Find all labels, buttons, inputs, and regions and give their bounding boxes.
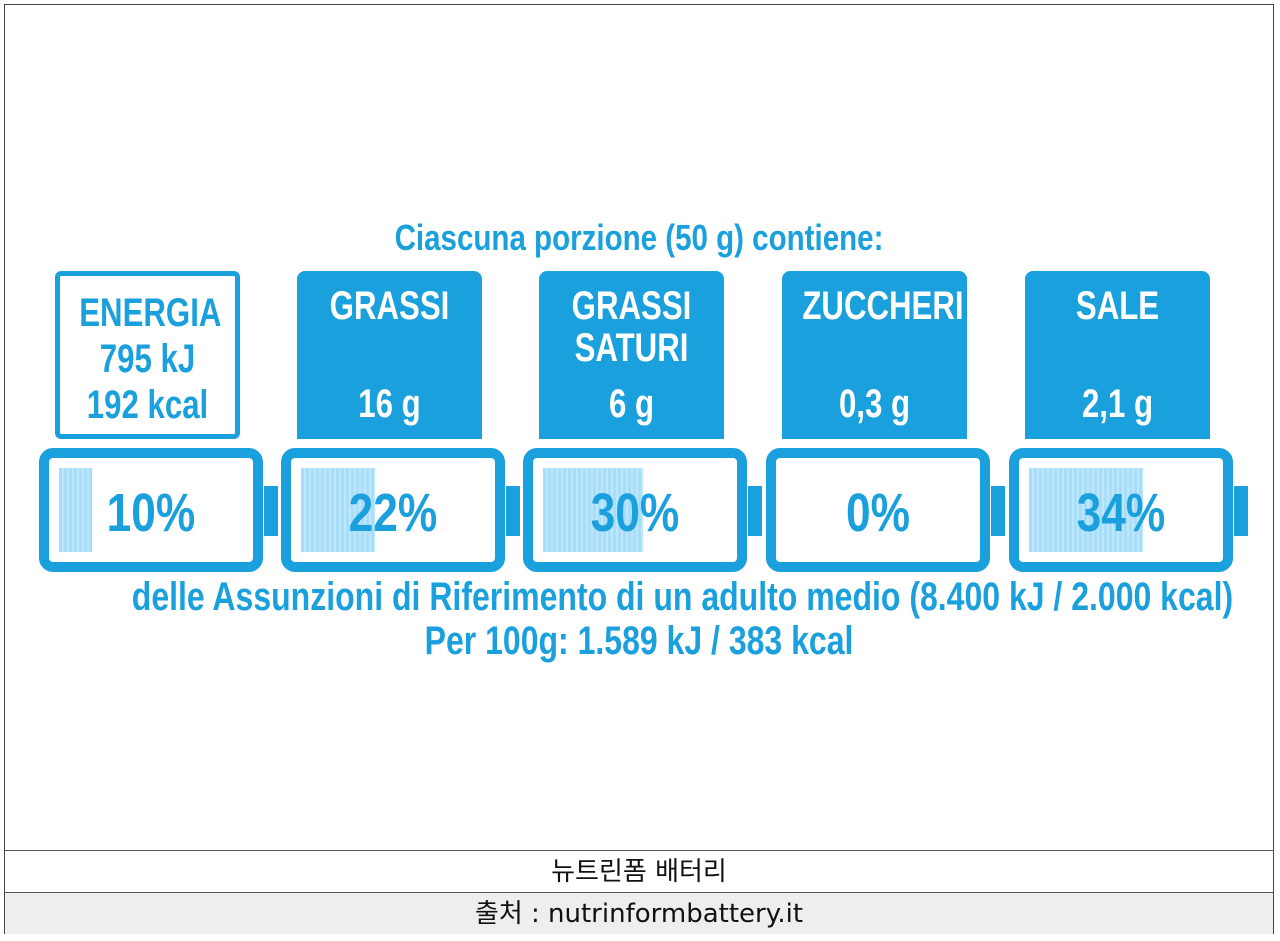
sugars-percent: 0% (845, 483, 910, 543)
nutrient-column-energy: ENERGIA 795 kJ 192 kcal 10% (5, 267, 278, 577)
serving-title: Ciascuna porzione (50 g) contiene: (394, 217, 884, 258)
sugars-amount: 0,3 g (838, 382, 911, 426)
fat-label-box: GRASSI 16 g (297, 271, 482, 439)
sugars-battery-tip (991, 486, 1005, 536)
salt-label-name: SALE (1075, 284, 1160, 328)
saturated-fat-percent: 30% (590, 483, 680, 543)
energy-percent: 10% (106, 483, 196, 543)
fat-percent: 22% (348, 483, 438, 543)
fat-label-name: GRASSI (329, 284, 450, 328)
salt-amount: 2,1 g (1081, 382, 1154, 426)
sugars-label-box: ZUCCHERI 0,3 g (782, 271, 967, 439)
salt-percent: 34% (1076, 483, 1166, 543)
nutrient-column-fat: GRASSI 16 g 22% (247, 267, 520, 577)
sugars-battery: 0% (766, 448, 990, 572)
nutrient-column-saturated-fat: GRASSI SATURI 6 g 30% (489, 267, 762, 577)
nutrinform-battery-figure: Ciascuna porzione (50 g) contiene: ENERG… (5, 5, 1273, 850)
caption-title: 뉴트린폼 배터리 (5, 850, 1273, 892)
sugars-label-name: ZUCCHERI (802, 284, 964, 328)
energy-battery: 10% (39, 448, 263, 572)
salt-battery: 34% (1009, 448, 1233, 572)
energy-label-text: ENERGIA 795 kJ 192 kcal (79, 291, 222, 427)
fat-amount: 16 g (358, 382, 421, 426)
per-100g-text: Per 100g: 1.589 kJ / 383 kcal (424, 619, 854, 663)
fat-battery-tip (506, 486, 520, 536)
energy-battery-fill (59, 468, 92, 552)
saturated-fat-label-name: GRASSI SATURI (571, 284, 692, 370)
reference-intake-text: delle Assunzioni di Riferimento di un ad… (131, 575, 1234, 619)
fat-battery-fill (301, 468, 375, 552)
saturated-fat-label-box: GRASSI SATURI 6 g (539, 271, 724, 439)
fat-battery: 22% (281, 448, 505, 572)
nutrient-column-salt: SALE 2,1 g 34% (975, 267, 1248, 577)
caption-source: 출처 : nutrinformbattery.it (5, 892, 1273, 934)
saturated-fat-battery: 30% (523, 448, 747, 572)
saturated-fat-amount: 6 g (608, 382, 655, 426)
energy-label-box: ENERGIA 795 kJ 192 kcal (55, 271, 240, 439)
energy-battery-tip (264, 486, 278, 536)
salt-label-box: SALE 2,1 g (1025, 271, 1210, 439)
salt-battery-tip (1234, 486, 1248, 536)
salt-battery-fill (1029, 468, 1143, 552)
saturated-fat-battery-fill (543, 468, 643, 552)
nutrient-column-sugars: ZUCCHERI 0,3 g 0% (732, 267, 1005, 577)
saturated-fat-battery-tip (748, 486, 762, 536)
